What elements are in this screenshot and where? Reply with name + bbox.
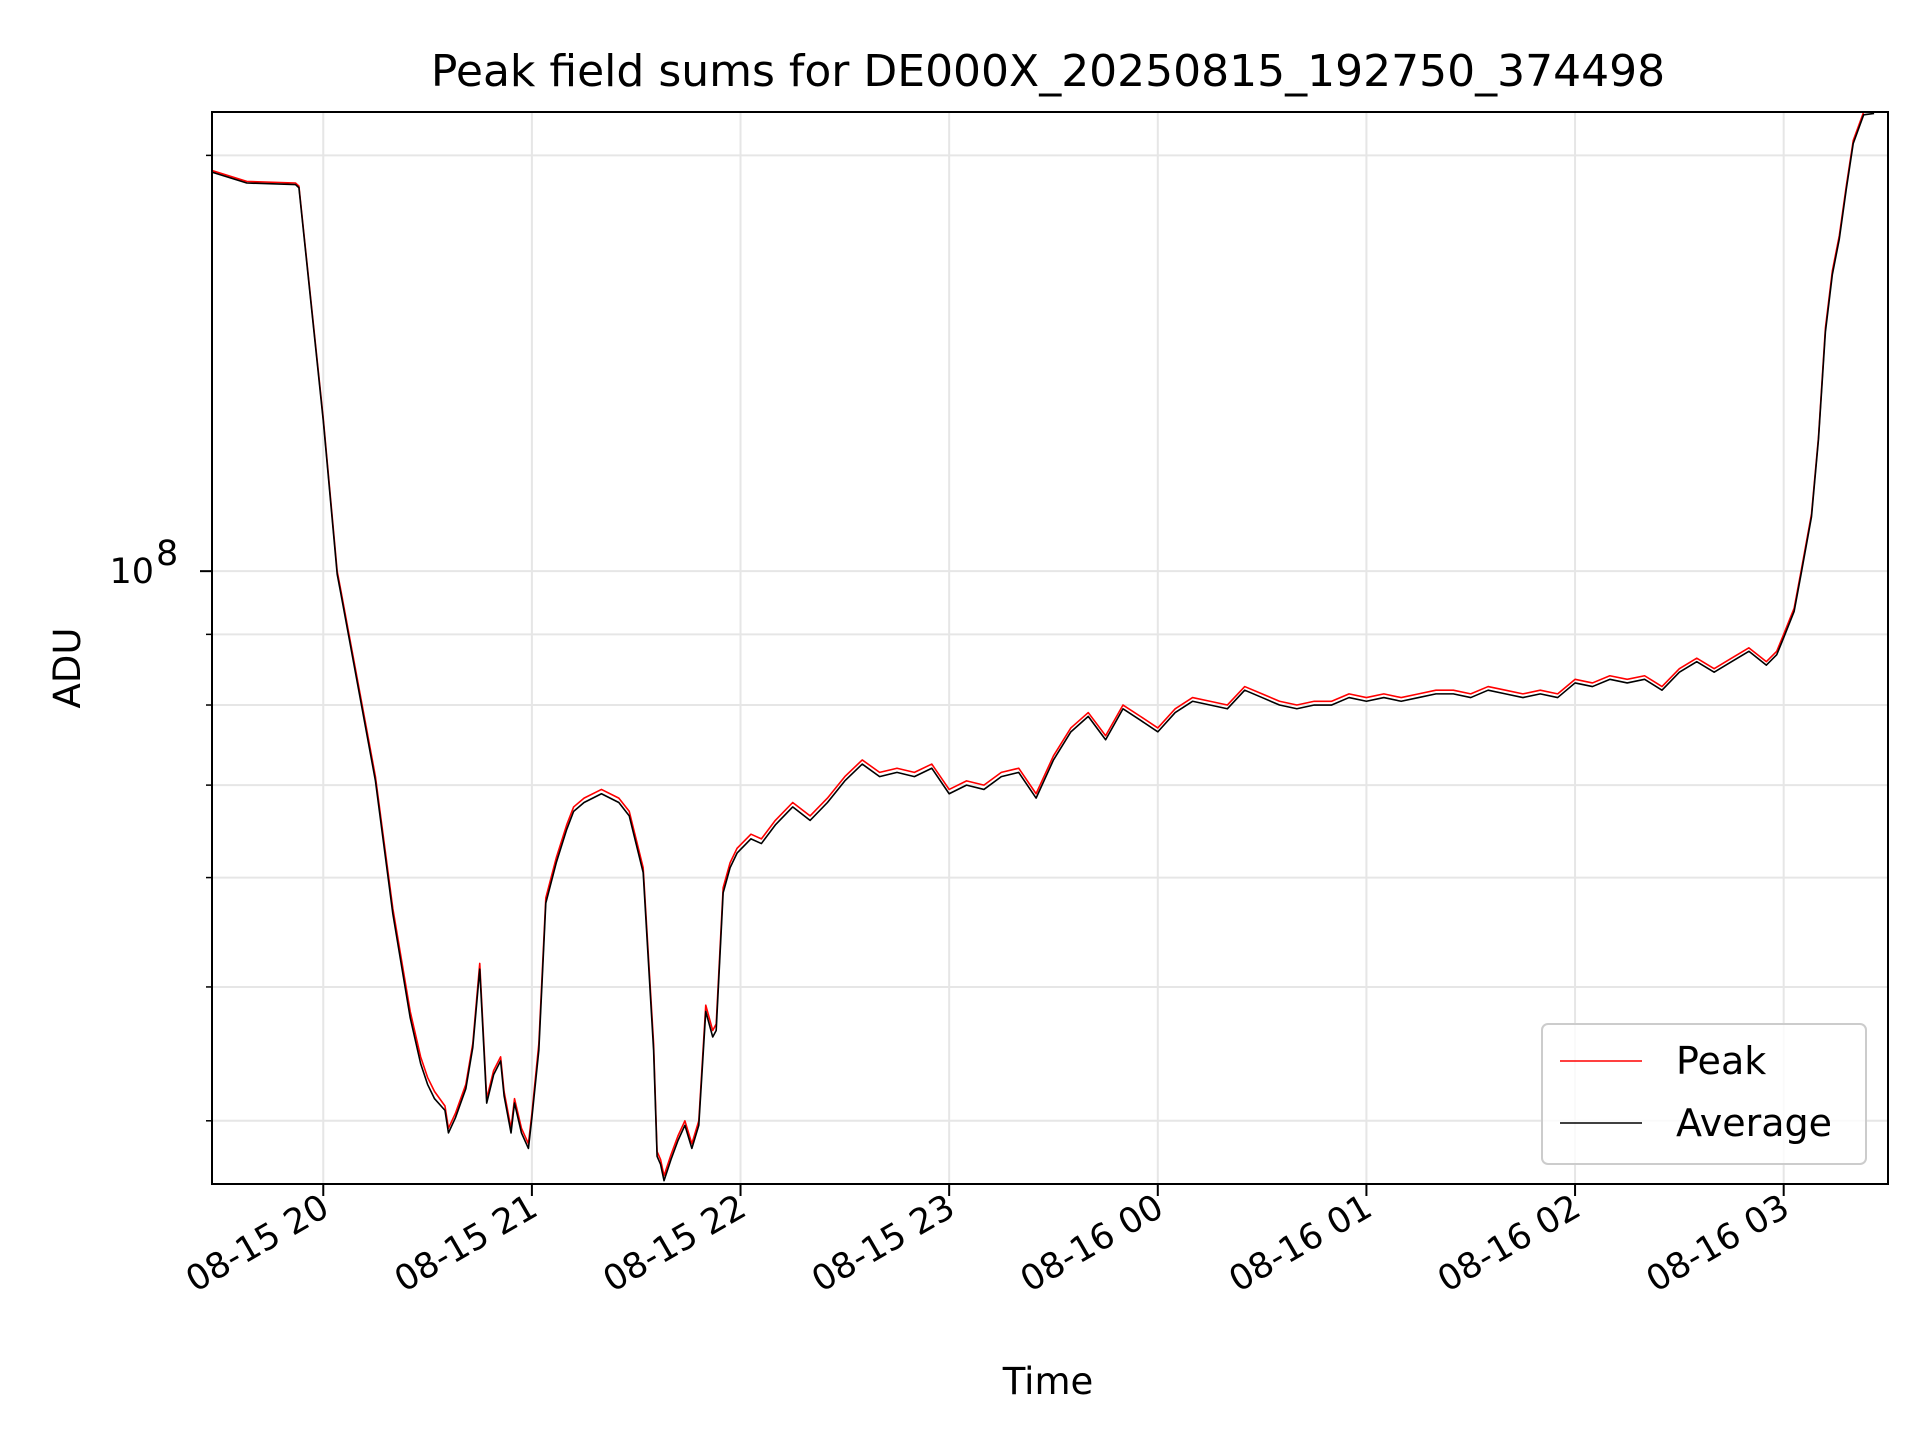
legend-label-average: Average xyxy=(1676,1101,1832,1145)
series-lines xyxy=(212,112,1875,1182)
y-tick-label: 10 xyxy=(109,552,154,592)
plot-frame xyxy=(211,111,1889,1185)
grid xyxy=(212,112,1888,1184)
chart-title: Peak field sums for DE000X_20250815_1927… xyxy=(431,46,1665,97)
x-axis-title: Time xyxy=(1002,1360,1094,1403)
legend-box xyxy=(1541,1023,1867,1165)
series-line-average xyxy=(212,112,1875,1182)
y-axis-ticks: 10 8 xyxy=(109,154,212,1122)
y-axis-title: ADU xyxy=(46,628,89,709)
series-line-peak xyxy=(212,112,1875,1177)
legend: Peak Average xyxy=(1541,1023,1867,1165)
y-tick-label-exponent: 8 xyxy=(156,534,178,574)
legend-label-peak: Peak xyxy=(1676,1039,1766,1083)
